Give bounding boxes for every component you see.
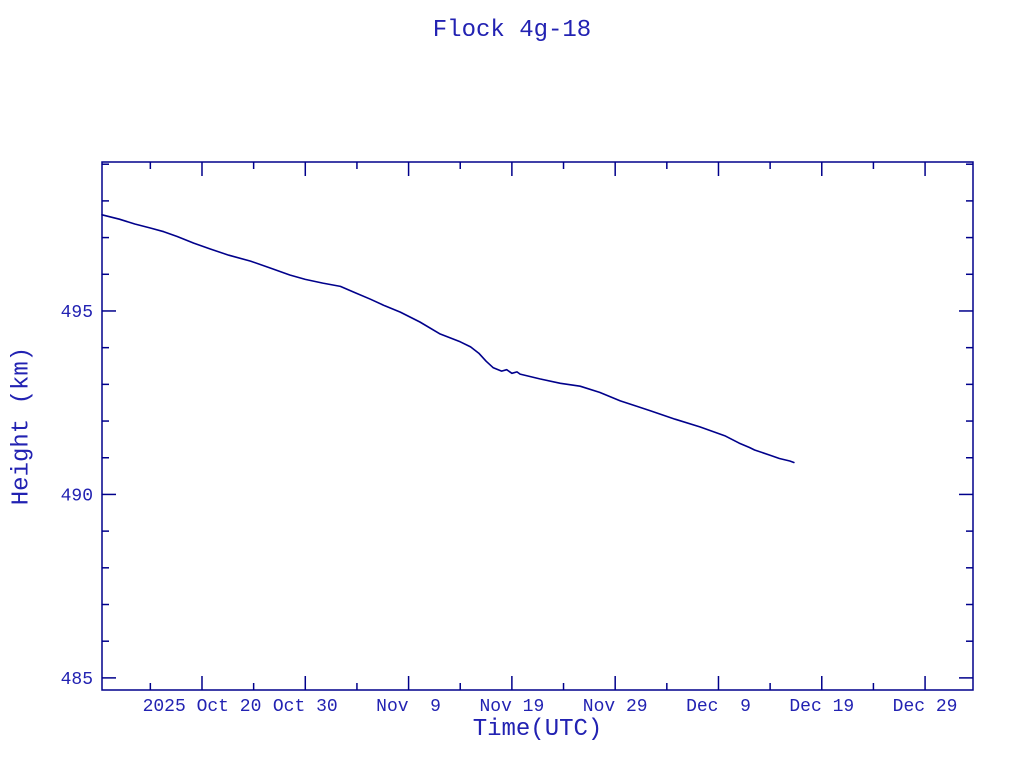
x-tick-label: Nov 9 — [376, 697, 441, 717]
x-tick-label: Dec 19 — [789, 697, 854, 717]
x-tick-label: Nov 29 — [583, 697, 648, 717]
x-tick-label: 2025 Oct 20 — [143, 697, 262, 717]
x-tick-label: Nov 19 — [479, 697, 544, 717]
y-tick-label: 495 — [61, 303, 93, 323]
x-tick-label: Dec 9 — [686, 697, 751, 717]
height-series-line — [101, 214, 795, 464]
plot-border — [101, 161, 974, 691]
x-tick-label: Oct 30 — [273, 697, 338, 717]
y-tick-label: 485 — [61, 670, 93, 690]
y-tick-label: 490 — [61, 486, 93, 506]
x-axis-title: Time(UTC) — [472, 716, 603, 743]
x-tick-label: Dec 29 — [893, 697, 958, 717]
chart-title: Flock 4g-18 — [432, 17, 592, 44]
